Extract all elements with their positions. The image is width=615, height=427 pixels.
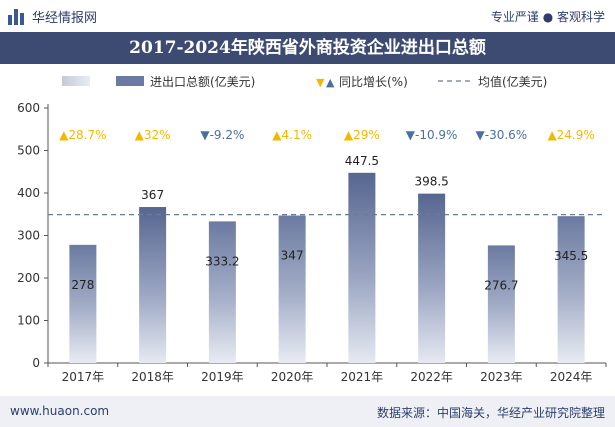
legend: 进出口总额(亿美元) ▼ ▲ 同比增长(%) 均值(亿美元) <box>62 74 547 89</box>
growth-label: ▲29% <box>344 128 380 142</box>
chart-title: 2017-2024年陕西省外商投资企业进出口总额 <box>0 32 615 64</box>
data-label: 367 <box>141 188 164 202</box>
y-tick-label: 100 <box>17 314 40 328</box>
top-bar: 华经情报网 专业严谨 ● 客观科学 <box>0 0 615 32</box>
growth-label: ▲28.7% <box>59 128 106 142</box>
x-tick-label: 2023年 <box>480 370 523 384</box>
y-tick-label: 0 <box>32 356 40 370</box>
growth-label: ▼-30.6% <box>476 128 528 142</box>
bar <box>139 207 167 363</box>
data-label: 347 <box>281 249 304 263</box>
bar <box>278 215 306 363</box>
data-label: 333.2 <box>205 254 239 268</box>
legend-label-growth: 同比增长(%) <box>339 75 408 89</box>
bar <box>208 221 236 363</box>
x-tick-label: 2019年 <box>201 370 244 384</box>
brand-logo-icon <box>8 8 26 25</box>
x-tick-label: 2021年 <box>341 370 384 384</box>
bar <box>348 172 376 363</box>
footer-url: www.huaon.com <box>10 404 110 418</box>
data-label: 447.5 <box>345 154 379 168</box>
footer: www.huaon.com 数据来源：中国海关，华经产业研究院整理 <box>0 396 615 427</box>
bar <box>487 245 515 363</box>
y-tick-label: 400 <box>17 186 40 200</box>
legend-swatch-base <box>62 76 90 86</box>
brand: 华经情报网 <box>8 7 97 26</box>
growth-label: ▼-10.9% <box>406 128 458 142</box>
legend-up-icon: ▼ <box>316 76 325 89</box>
growth-label: ▼-9.2% <box>200 128 244 142</box>
legend-swatch-total <box>116 76 144 86</box>
x-tick-label: 2024年 <box>550 370 593 384</box>
y-tick-label: 600 <box>17 101 40 115</box>
data-label: 278 <box>71 278 94 292</box>
legend-down-icon: ▲ <box>326 76 335 89</box>
data-label: 345.5 <box>554 249 588 263</box>
x-tick-label: 2018年 <box>131 370 174 384</box>
chart: 进出口总额(亿美元) ▼ ▲ 同比增长(%) 均值(亿美元) 0 100 200 30… <box>17 74 607 384</box>
data-label: 276.7 <box>484 278 518 292</box>
y-tick-label: 300 <box>17 229 40 243</box>
tagline: 专业严谨 ● 客观科学 <box>490 10 605 24</box>
bar <box>69 244 97 363</box>
legend-label-avg: 均值(亿美元) <box>478 74 547 89</box>
y-tick-label: 200 <box>17 271 40 285</box>
bar <box>557 216 585 363</box>
growth-label: ▲32% <box>135 128 171 142</box>
brand-name: 华经情报网 <box>32 11 98 26</box>
growth-label: ▲24.9% <box>547 128 594 142</box>
y-tick-label: 500 <box>17 144 40 158</box>
legend-label-total: 进出口总额(亿美元) <box>150 74 255 89</box>
bar <box>418 193 446 363</box>
x-tick-label: 2022年 <box>410 370 453 384</box>
footer-source: 数据来源：中国海关，华经产业研究院整理 <box>376 406 605 420</box>
data-label: 398.5 <box>414 175 448 189</box>
x-tick-label: 2020年 <box>271 370 314 384</box>
x-tick-label: 2017年 <box>62 370 105 384</box>
growth-label: ▲4.1% <box>272 128 312 142</box>
